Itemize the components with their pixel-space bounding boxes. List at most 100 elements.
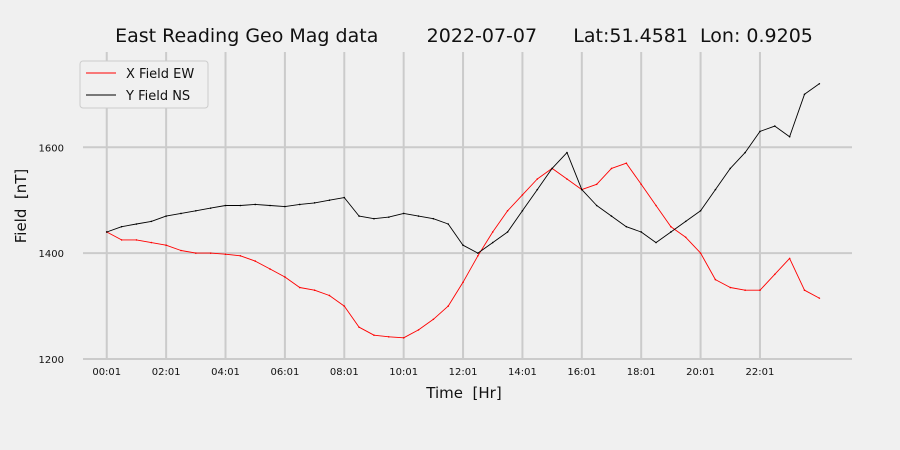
data-point (610, 215, 613, 217)
data-point (714, 188, 717, 191)
data-point (462, 281, 464, 284)
data-point (818, 297, 821, 299)
data-point (477, 252, 479, 254)
x-tick-label: 16:01 (567, 367, 596, 378)
data-point (284, 276, 286, 278)
data-point (254, 260, 257, 262)
y-tick-label: 1400 (39, 249, 64, 260)
data-point (699, 209, 702, 212)
data-point (655, 204, 657, 207)
y-tick-label: 1600 (39, 143, 64, 154)
series-0 (105, 162, 821, 339)
data-point (165, 215, 167, 217)
data-point (610, 167, 613, 170)
data-point (640, 231, 642, 233)
data-point (239, 204, 242, 207)
data-point (224, 253, 227, 255)
series-1 (105, 82, 821, 254)
data-point (358, 215, 360, 217)
data-point (388, 335, 390, 338)
data-point (269, 204, 271, 207)
data-point (506, 209, 509, 212)
data-point (284, 205, 286, 208)
chart-title: East Reading Geo Mag data 2022-07-07 Lat… (115, 25, 813, 47)
data-point (239, 254, 242, 257)
data-point (506, 231, 509, 233)
data-point (566, 178, 568, 180)
data-point (655, 241, 657, 244)
data-point (670, 225, 672, 228)
x-tick-label: 14:01 (508, 367, 537, 378)
data-point (343, 196, 346, 199)
data-point (447, 305, 450, 307)
data-point (105, 231, 108, 233)
data-point (744, 151, 746, 154)
data-point (209, 207, 212, 209)
data-point (120, 225, 123, 228)
data-point (462, 244, 464, 246)
y-axis-label: Field [nT] (12, 169, 30, 244)
tick-labels: 00:01 02:01 04:01 06:01 08:01 10:01 12:01 14:01… (39, 143, 775, 378)
x-axis-label: Time [Hr] (425, 384, 501, 402)
y-tick-label: 1200 (39, 355, 64, 366)
data-point (818, 82, 821, 85)
data-point (343, 305, 346, 307)
data-point (521, 209, 524, 212)
data-point (402, 212, 405, 215)
x-tick-label: 22:01 (746, 367, 775, 378)
x-tick-label: 06:01 (270, 367, 299, 378)
x-tick-label: 00:01 (92, 367, 121, 378)
data-point (135, 223, 138, 225)
data-point (759, 130, 761, 133)
x-tick-label: 18:01 (627, 367, 656, 378)
legend: X Field EW Y Field NS (79, 60, 209, 109)
data-point (670, 231, 672, 233)
data-point (417, 215, 420, 217)
data-point (729, 286, 732, 289)
data-point (150, 220, 153, 223)
data-point (298, 203, 301, 206)
data-point (328, 294, 331, 297)
x-tick-label: 10:01 (389, 367, 418, 378)
data-point (803, 93, 806, 96)
data-point (536, 178, 539, 180)
data-point (180, 212, 182, 215)
data-point (447, 223, 450, 225)
data-point (581, 188, 583, 191)
data-point (684, 220, 687, 223)
data-point (135, 239, 138, 241)
data-point (432, 217, 435, 220)
data-point (759, 289, 761, 291)
legend-label-y-field: Y Field NS (125, 89, 190, 104)
data-point (595, 183, 598, 186)
data-point (432, 318, 435, 321)
data-point (209, 252, 212, 254)
data-point (269, 268, 271, 270)
data-point (195, 252, 197, 254)
series-layer (105, 82, 821, 339)
data-point (566, 151, 568, 154)
data-point (625, 162, 628, 164)
data-point (684, 236, 687, 239)
data-point (803, 289, 806, 291)
legend-label-x-field: X Field EW (126, 67, 194, 82)
data-point (788, 257, 791, 260)
data-point (373, 334, 375, 336)
data-point (714, 278, 717, 281)
data-point (699, 252, 702, 254)
data-point (417, 329, 420, 331)
data-point (328, 199, 331, 202)
data-point (195, 209, 197, 212)
data-point (536, 188, 539, 191)
data-point (491, 231, 494, 233)
x-tick-label: 20:01 (686, 367, 715, 378)
x-tick-label: 02:01 (152, 367, 181, 378)
data-point (625, 225, 628, 228)
data-point (313, 202, 316, 204)
data-point (551, 167, 553, 170)
data-point (373, 217, 375, 220)
data-point (150, 241, 153, 244)
data-point (388, 216, 390, 218)
data-point (729, 167, 732, 170)
